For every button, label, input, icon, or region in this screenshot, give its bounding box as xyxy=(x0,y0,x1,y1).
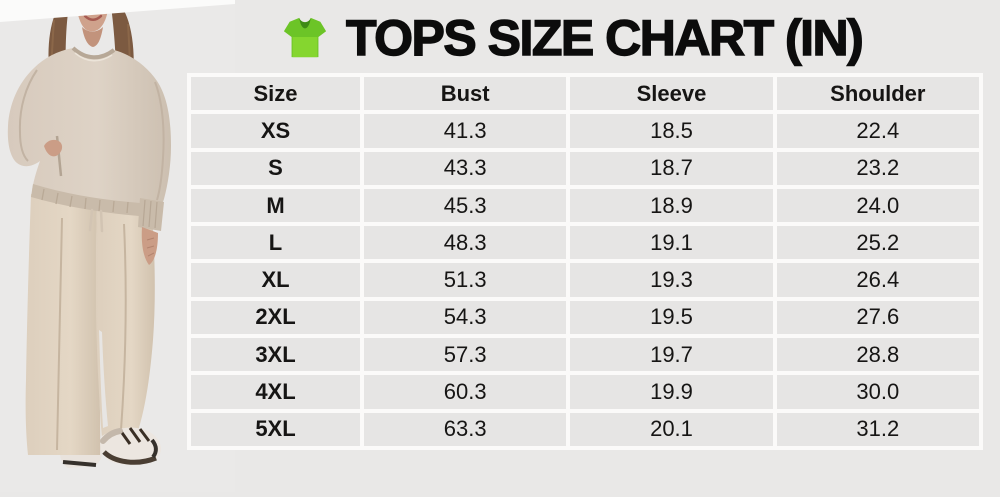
tshirt-icon xyxy=(283,17,327,58)
size-label: 3XL xyxy=(191,338,360,372)
shoulder-value: 28.8 xyxy=(776,338,979,372)
column-header-shoulder: Shoulder xyxy=(776,77,979,111)
size-label: S xyxy=(191,151,360,185)
bust-value: 41.3 xyxy=(364,114,567,148)
bust-value: 57.3 xyxy=(364,338,567,372)
column-header-bust: Bust xyxy=(364,77,567,111)
chart-header: TOPS SIZE CHART (IN) xyxy=(282,6,865,70)
bust-value: 43.3 xyxy=(364,151,567,185)
bust-value: 54.3 xyxy=(364,300,567,335)
sleeve-value: 20.1 xyxy=(570,412,773,446)
sleeve-value: 19.5 xyxy=(570,300,773,335)
sleeve-value: 19.9 xyxy=(570,375,773,409)
column-header-sleeve: Sleeve xyxy=(570,77,773,111)
shoulder-value: 31.2 xyxy=(776,412,979,446)
bust-value: 48.3 xyxy=(364,226,567,260)
size-label: 5XL xyxy=(191,412,360,446)
page-title: TOPS SIZE CHART (IN) xyxy=(345,9,864,66)
size-label: 4XL xyxy=(191,375,360,409)
shoulder-value: 27.6 xyxy=(776,300,979,335)
size-label: XS xyxy=(191,114,360,148)
bust-value: 60.3 xyxy=(364,375,567,409)
shoulder-value: 22.4 xyxy=(776,114,979,148)
bust-value: 51.3 xyxy=(364,263,567,297)
column-header-size: Size xyxy=(191,77,360,111)
size-label: XL xyxy=(191,263,360,297)
size-label: L xyxy=(191,226,360,260)
sleeve-value: 19.7 xyxy=(570,338,773,372)
shoulder-value: 24.0 xyxy=(776,188,979,223)
size-label: M xyxy=(191,188,360,223)
size-chart-table: Size Bust Sleeve Shoulder XS 41.3 18.5 2… xyxy=(187,73,983,450)
bust-value: 45.3 xyxy=(364,188,567,223)
shoulder-value: 26.4 xyxy=(776,263,979,297)
sleeve-value: 18.9 xyxy=(570,188,773,223)
sleeve-value: 19.1 xyxy=(570,226,773,260)
size-label: 2XL xyxy=(191,300,360,335)
sleeve-value: 19.3 xyxy=(570,263,773,297)
shoulder-value: 25.2 xyxy=(776,226,979,260)
bust-value: 63.3 xyxy=(364,412,567,446)
sleeve-value: 18.5 xyxy=(570,114,773,148)
shoulder-value: 30.0 xyxy=(776,375,979,409)
shoulder-value: 23.2 xyxy=(776,151,979,185)
sleeve-value: 18.7 xyxy=(570,151,773,185)
